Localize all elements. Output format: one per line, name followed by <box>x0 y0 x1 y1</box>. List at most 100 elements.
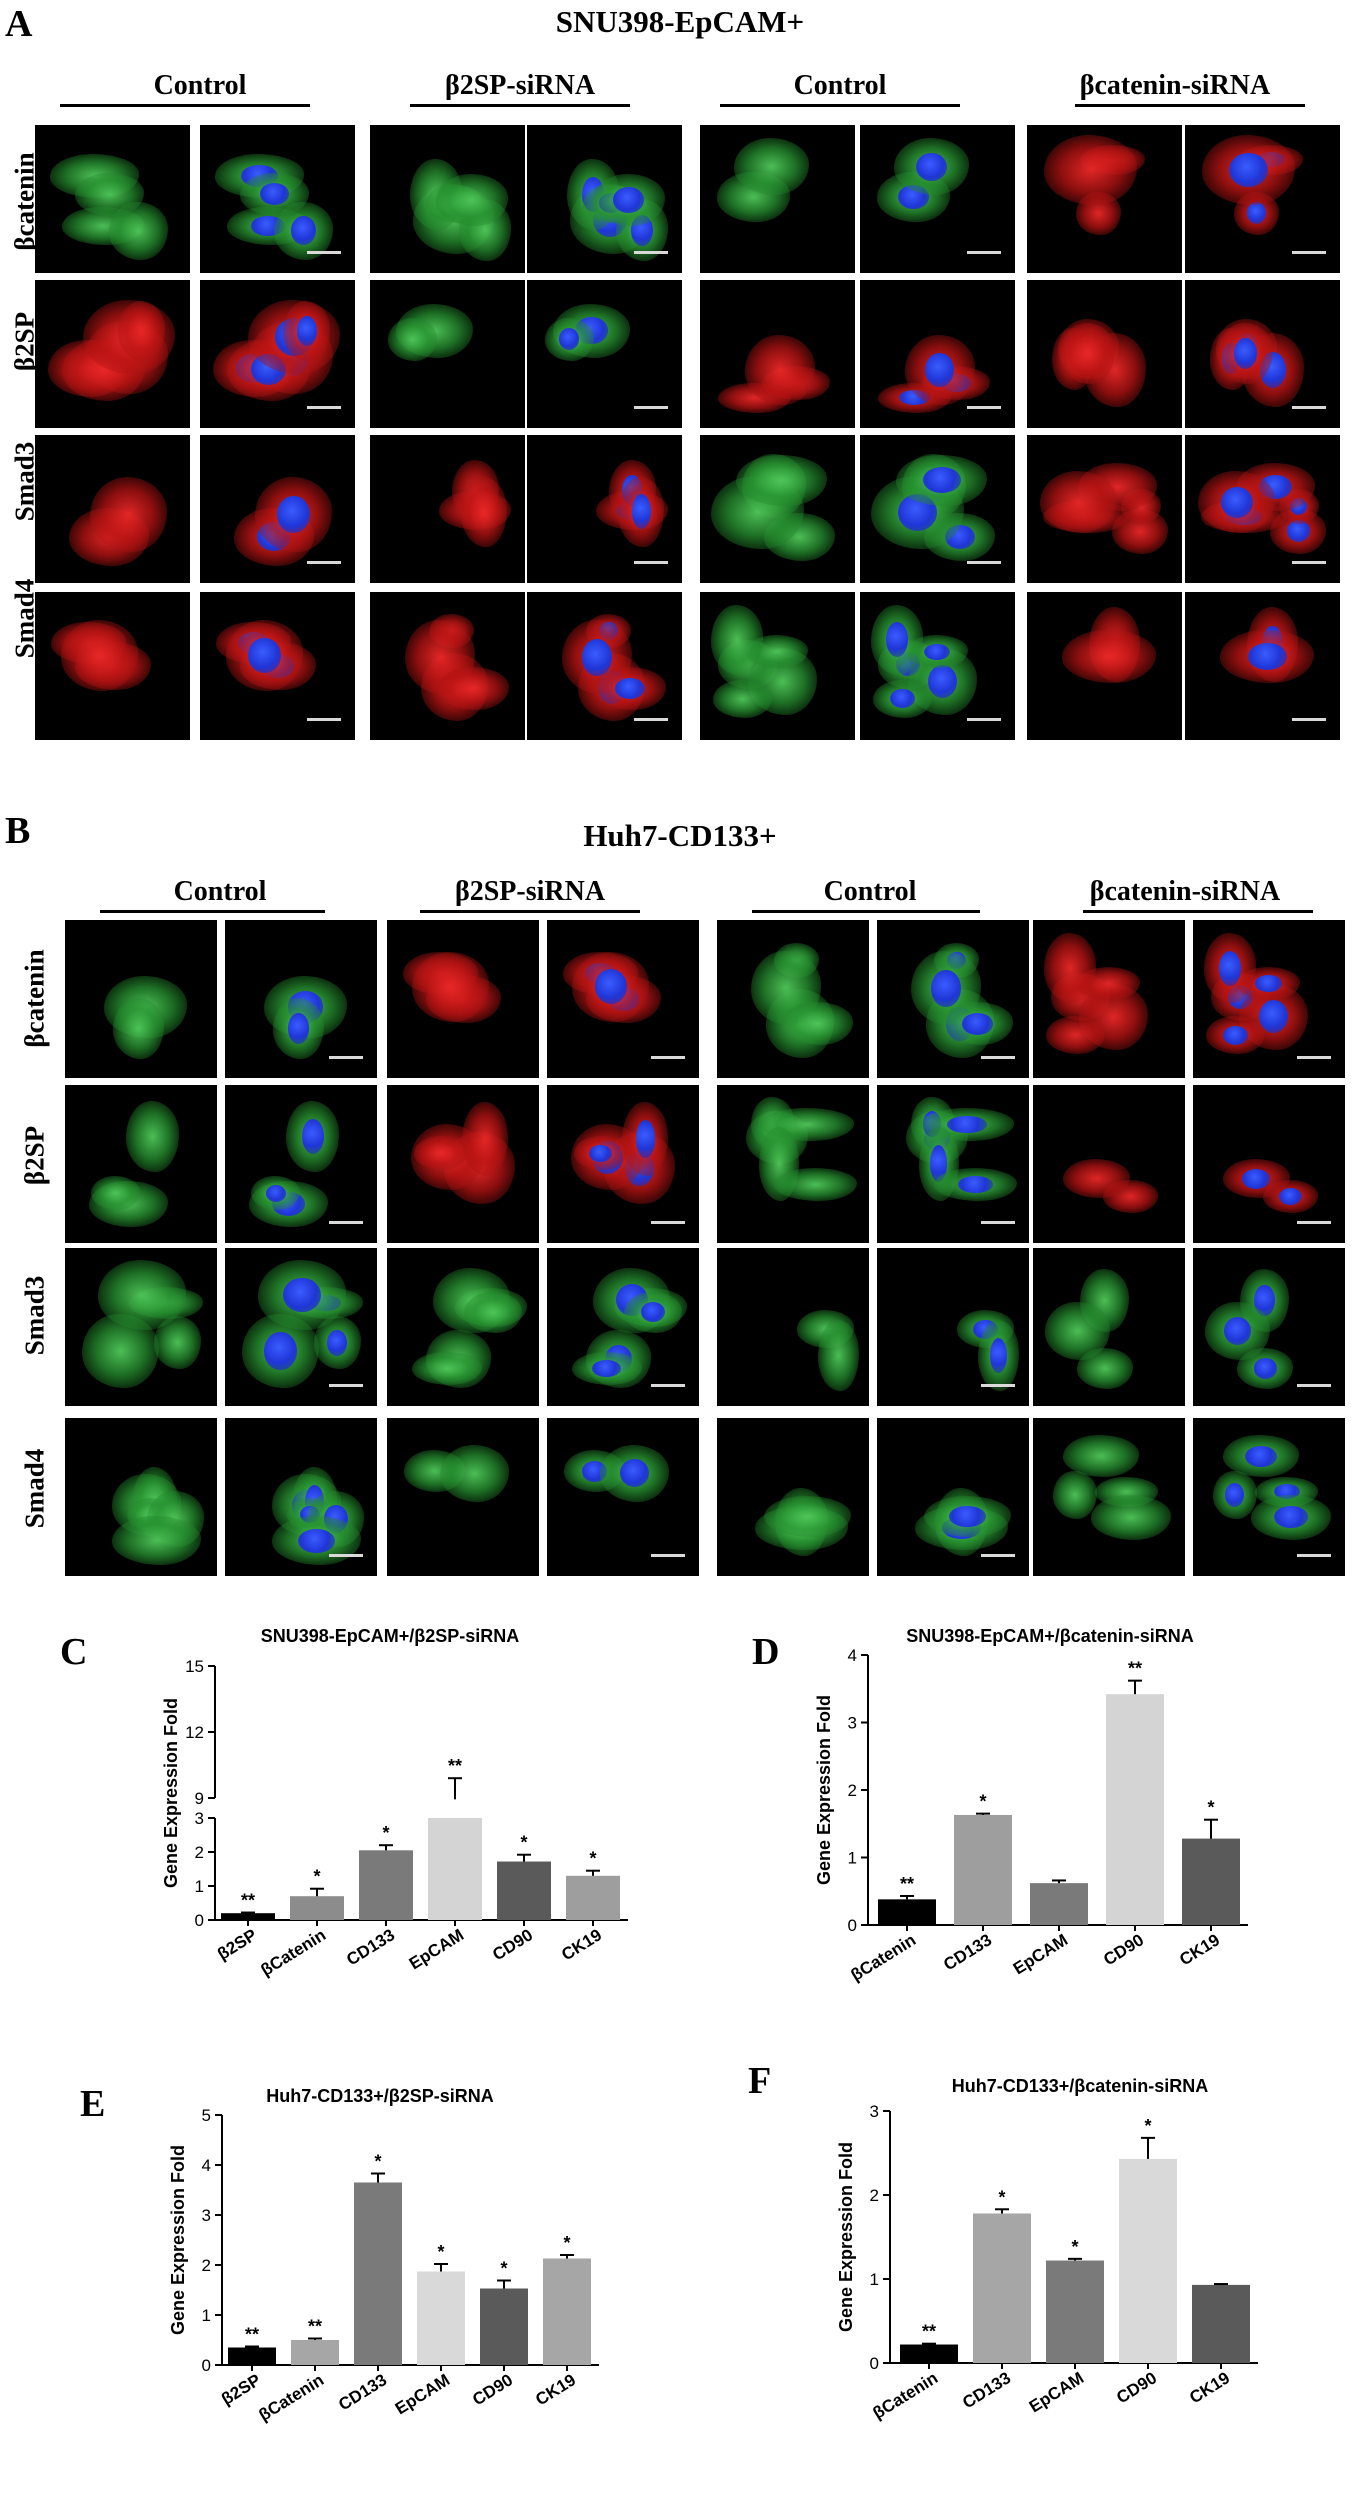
panel-b-group-2: β2SP-siRNA <box>454 876 606 907</box>
y-tick-label: 4 <box>202 2156 211 2175</box>
nucleus <box>886 622 909 658</box>
y-tick-label: 1 <box>870 2270 879 2289</box>
nucleus <box>264 1332 297 1370</box>
scale-bar <box>329 1221 363 1224</box>
panel-b-micrograph-r4-c4 <box>547 1418 699 1576</box>
scale-bar <box>307 406 341 409</box>
panel-b-micrograph-r2-c5 <box>717 1085 869 1243</box>
nucleus <box>265 1184 287 1202</box>
panel-a-micrograph-r3-c2 <box>200 435 355 583</box>
significance-mark: ** <box>241 1891 255 1911</box>
bar-β2SP <box>228 2347 276 2365</box>
y-tick-label: 0 <box>870 2354 879 2373</box>
x-tick-label: CD133 <box>940 1930 995 1974</box>
nucleus <box>1246 202 1266 225</box>
scale-bar <box>329 1384 363 1387</box>
panel-b-micrograph-r1-c5 <box>717 920 869 1078</box>
x-tick-label: βCatenin <box>257 1925 329 1980</box>
y-tick-label: 3 <box>202 2206 211 2225</box>
nucleus <box>915 152 948 182</box>
nucleus <box>948 1506 986 1527</box>
panel-b-micrograph-r4-c3 <box>387 1418 539 1576</box>
scale-bar <box>981 1554 1015 1557</box>
y-tick-label: 15 <box>185 1657 204 1676</box>
significance-mark: ** <box>1128 1659 1142 1679</box>
stained-cell <box>387 317 437 361</box>
panel-b-group-3-line <box>752 910 980 913</box>
stained-cell <box>437 666 510 710</box>
stained-cell <box>126 1101 180 1172</box>
scale-bar <box>967 718 1001 721</box>
panel-b-micrograph-r3-c5 <box>717 1248 869 1406</box>
y-tick-label: 12 <box>185 1723 204 1742</box>
nucleus <box>1220 486 1254 518</box>
panel-a-micrograph-r4-c3 <box>370 592 525 740</box>
panel-b-row-2-label: β2SP <box>19 1125 50 1186</box>
stained-cell <box>712 679 773 718</box>
panel-a-micrograph-r2-c7 <box>1027 280 1182 428</box>
panel-a-group-4-line <box>1075 104 1305 107</box>
panel-a-micrograph-r1-c8 <box>1185 125 1340 273</box>
nucleus <box>589 1144 612 1162</box>
nucleus <box>1255 975 1282 992</box>
nucleus <box>297 1528 336 1554</box>
panel-b-micrograph-r2-c4 <box>547 1085 699 1243</box>
panel-f-letter: F <box>748 2060 772 2102</box>
panel-b-micrograph-r4-c1 <box>65 1418 217 1576</box>
panel-d-letter: D <box>752 1631 780 1673</box>
stained-cell <box>1063 1435 1139 1478</box>
nucleus <box>558 328 580 351</box>
panel-b-micrograph-r1-c7 <box>1033 920 1185 1078</box>
stained-cell <box>89 477 168 552</box>
nucleus <box>1234 338 1258 369</box>
panel-b-micrograph-r1-c3 <box>387 920 539 1078</box>
panel-a-group-3-line <box>720 104 960 107</box>
chart-e: Huh7-CD133+/β2SP-siRNA 0 1 2 3 4 5 Gene Express… <box>168 2086 599 2425</box>
panel-a-group-3: Control <box>793 70 887 101</box>
scale-bar <box>307 718 341 721</box>
panel-b-micrograph-r3-c1 <box>65 1248 217 1406</box>
x-tick-label: CD133 <box>959 2368 1014 2412</box>
panel-b-group-1: Control <box>173 876 267 907</box>
panel-a-micrograph-r4-c7 <box>1027 592 1182 740</box>
stained-cell <box>435 174 508 226</box>
scale-bar <box>967 251 1001 254</box>
panel-b-row-1-label: βcatenin <box>19 949 50 1048</box>
panel-b-micrograph-r3-c3 <box>387 1248 539 1406</box>
bar-β2SP <box>221 1913 275 1920</box>
panel-b-micrograph-r2-c7 <box>1033 1085 1185 1243</box>
bar-CD90 <box>480 2288 528 2365</box>
x-tick-label: CD90 <box>1100 1930 1147 1969</box>
panel-a-micrograph-r2-c2 <box>200 280 355 428</box>
nucleus <box>277 495 310 534</box>
significance-mark: ** <box>308 2317 322 2337</box>
nucleus <box>613 187 644 213</box>
panel-b-micrograph-r2-c8 <box>1193 1085 1345 1243</box>
bar-βCatenin <box>878 1899 936 1925</box>
panel-a-group-2-line <box>410 104 630 107</box>
panel-a-micrograph-r1-c1 <box>35 125 190 273</box>
panel-b-micrograph-r4-c6 <box>877 1418 1029 1576</box>
bar-CK19 <box>1182 1838 1240 1925</box>
nucleus <box>1286 520 1310 543</box>
y-axis-label: Gene Expression Fold <box>836 2142 856 2332</box>
stained-cell <box>781 1002 854 1046</box>
panel-a-micrograph-r2-c4 <box>527 280 682 428</box>
y-tick-label: 5 <box>202 2106 211 2125</box>
panel-a-title: SNU398-EpCAM+ <box>555 4 805 39</box>
stained-cell <box>1052 1470 1098 1520</box>
panel-c-letter: C <box>60 1631 88 1673</box>
stained-cell <box>61 620 138 691</box>
nucleus <box>925 352 955 388</box>
panel-b-group-3: Control <box>823 876 917 907</box>
scale-bar <box>981 1056 1015 1059</box>
panel-b-micrograph-r4-c5 <box>717 1418 869 1576</box>
significance-mark: ** <box>448 1756 462 1776</box>
panel-a-micrograph-r1-c2 <box>200 125 355 273</box>
panel-a-micrograph-r4-c4 <box>527 592 682 740</box>
nucleus <box>301 1118 324 1154</box>
nucleus <box>1245 1445 1277 1467</box>
panel-b-micrograph-r4-c7 <box>1033 1418 1185 1576</box>
stained-cell <box>773 1168 858 1202</box>
